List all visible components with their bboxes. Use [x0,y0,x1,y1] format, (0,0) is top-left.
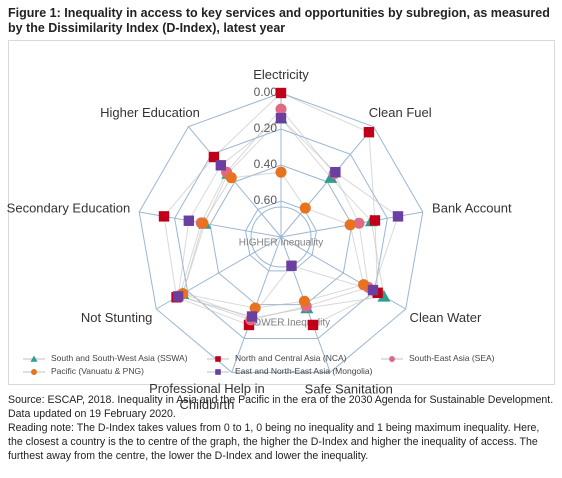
axis-label: Not Stunting [80,310,153,325]
grid-ring [245,200,317,272]
series-outline [177,117,399,318]
marker [275,113,287,124]
marker [392,211,404,222]
grid-ring [174,128,388,339]
tick-label: 0.60 [254,193,278,207]
legend-label: Pacific (Vanuatu & PNG) [51,366,144,376]
legend-label: South-East Asia (SEA) [409,353,495,363]
series-outline [182,171,365,309]
axis-label: Clean Fuel [368,104,432,120]
marker [299,202,311,214]
grid-ring [138,92,424,373]
tick-label: 0.40 [254,157,278,171]
axis-label: Electricity [253,67,309,82]
marker [31,369,37,375]
marker [363,127,375,138]
inner-label: LOWER Inequality [248,318,330,329]
series-outline [182,117,385,319]
marker [158,211,170,222]
axis-label: Professional Help in Childbirth [149,380,265,412]
marker [307,319,319,331]
marker [377,289,391,302]
reading-note: Reading note: The D-Index takes values f… [8,422,540,462]
marker [275,166,287,178]
marker [215,160,227,171]
marker [197,217,209,229]
tick-label: 0.20 [254,121,278,135]
marker [298,295,310,307]
chart-title: Figure 1: Inequality in access to key se… [8,6,550,35]
series-outline [179,108,369,321]
marker [330,166,341,178]
axis-label: Safe Sanitation [304,381,393,397]
marker [246,311,258,322]
marker [225,172,237,184]
series-outline [163,92,379,326]
marker [208,151,220,163]
marker [275,87,287,99]
marker [183,215,195,226]
axis-label: Clean Water [409,310,482,325]
marker [215,369,221,375]
center-label: HIGHER Inequality [239,238,323,249]
marker [275,103,287,115]
axis-label: Higher Education [100,104,200,120]
marker [286,260,297,271]
marker [30,355,38,362]
marker [353,217,365,229]
marker [358,279,370,291]
marker [172,291,184,302]
axis-label: Bank Account [432,200,512,216]
legend-label: South and South-West Asia (SSWA) [51,353,188,363]
marker [249,302,261,314]
chart-frame: 0.00 0.20 0.40 0.60 HIGHER Inequality LOWER I… [6,40,555,412]
legend-label: East and North-East Asia (Mongolia) [235,366,373,376]
marker [369,215,381,226]
legend-label: North and Central Asia (NCA) [235,353,347,363]
tick-label: 0.00 [254,85,278,99]
axis-label: Secondary Education [6,200,131,216]
source: Source: ESCAP, 2018. Inequality in Asia … [8,394,554,420]
marker [215,356,221,362]
marker [389,356,395,362]
notes: Source: ESCAP, 2018. Inequality in Asia … [8,393,556,463]
marker [367,284,379,296]
marker [344,219,356,231]
chart: 0.00 0.20 0.40 0.60 HIGHER Inequality LOWER I… [23,85,424,375]
center-ring [250,206,312,268]
